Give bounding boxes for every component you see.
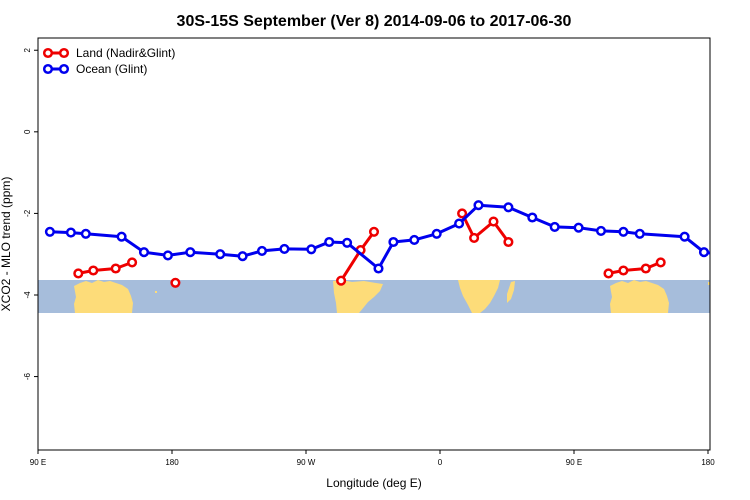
data-point — [256, 245, 268, 256]
data-point — [573, 222, 584, 233]
data-point — [65, 227, 76, 238]
y-axis-label: XCO2 - MLO trend (ppm) — [0, 177, 13, 312]
data-point — [679, 231, 690, 242]
series-layer — [44, 200, 732, 288]
x-axis-label: Longitude (deg E) — [326, 476, 421, 490]
data-point — [342, 237, 353, 248]
data-point — [618, 265, 629, 276]
data-point — [336, 275, 347, 286]
data-point — [324, 236, 335, 248]
x-tick-label: 0 — [438, 458, 443, 467]
data-point — [44, 226, 55, 237]
data-point — [595, 225, 607, 236]
world-map-band — [38, 280, 710, 313]
data-point — [503, 236, 514, 248]
data-point — [603, 268, 614, 279]
data-point — [185, 247, 196, 258]
land-australia — [74, 280, 133, 313]
y-tick-label: -4 — [23, 291, 32, 299]
data-point — [279, 243, 290, 254]
legend-land-marker — [58, 47, 70, 59]
legend-ocean-marker — [58, 63, 70, 75]
data-point — [409, 234, 420, 245]
x-tick-label: 90 E — [30, 458, 46, 467]
y-tick-label: 2 — [23, 47, 32, 52]
x-axis: 90 E 180 90 W 0 90 E 180 — [30, 450, 715, 467]
series-line — [78, 260, 133, 275]
y-tick-label: -6 — [23, 372, 32, 380]
data-point — [388, 236, 399, 248]
data-point — [431, 228, 442, 239]
data-point — [473, 200, 484, 211]
data-point — [368, 226, 380, 237]
data-point — [549, 221, 560, 232]
data-point — [640, 263, 651, 274]
data-point — [724, 252, 732, 260]
data-point — [503, 202, 514, 213]
data-point — [110, 263, 121, 274]
data-point — [138, 247, 150, 258]
series-line — [460, 212, 510, 243]
data-point — [88, 265, 99, 276]
legend-land-marker — [42, 47, 54, 59]
land-australia-repeat — [610, 280, 669, 313]
data-point — [618, 226, 629, 237]
plot-frame — [37, 37, 711, 451]
data-point — [215, 249, 226, 260]
land-island — [708, 282, 710, 285]
legend-ocean-marker — [42, 63, 54, 75]
series-line — [49, 203, 710, 270]
data-point — [698, 247, 710, 258]
data-point — [162, 250, 173, 261]
data-point — [527, 212, 538, 223]
series-land — [73, 208, 666, 288]
data-point — [655, 257, 666, 268]
data-point — [469, 232, 480, 243]
data-point — [80, 228, 91, 239]
series-line — [608, 261, 662, 275]
land-africa — [458, 280, 500, 313]
data-point — [170, 277, 181, 288]
legend: Land (Nadir&Glint) Ocean (Glint) — [42, 46, 175, 76]
y-tick-label: 0 — [23, 129, 32, 134]
y-tick-label: -2 — [23, 209, 32, 217]
data-point — [488, 216, 499, 227]
chart-title: 30S-15S September (Ver 8) 2014-09-06 to … — [177, 13, 572, 30]
data-point — [73, 268, 84, 279]
data-point — [237, 251, 248, 262]
data-point — [457, 208, 468, 219]
legend-ocean-label: Ocean (Glint) — [76, 62, 147, 76]
series-ocean — [44, 200, 732, 274]
data-point — [454, 218, 465, 229]
data-point — [116, 231, 127, 242]
data-point — [373, 263, 384, 274]
y-axis: 2 0 -2 -4 -6 — [23, 47, 38, 380]
land-madagascar — [507, 281, 515, 303]
data-point — [306, 244, 317, 255]
land-south-america — [333, 280, 383, 313]
land-island — [155, 291, 157, 293]
data-point — [127, 257, 138, 268]
data-point — [634, 228, 645, 239]
x-tick-label: 90 E — [566, 458, 582, 467]
x-tick-label: 180 — [701, 458, 715, 467]
legend-land-label: Land (Nadir&Glint) — [76, 46, 175, 60]
x-tick-label: 180 — [165, 458, 179, 467]
x-tick-label: 90 W — [297, 458, 316, 467]
